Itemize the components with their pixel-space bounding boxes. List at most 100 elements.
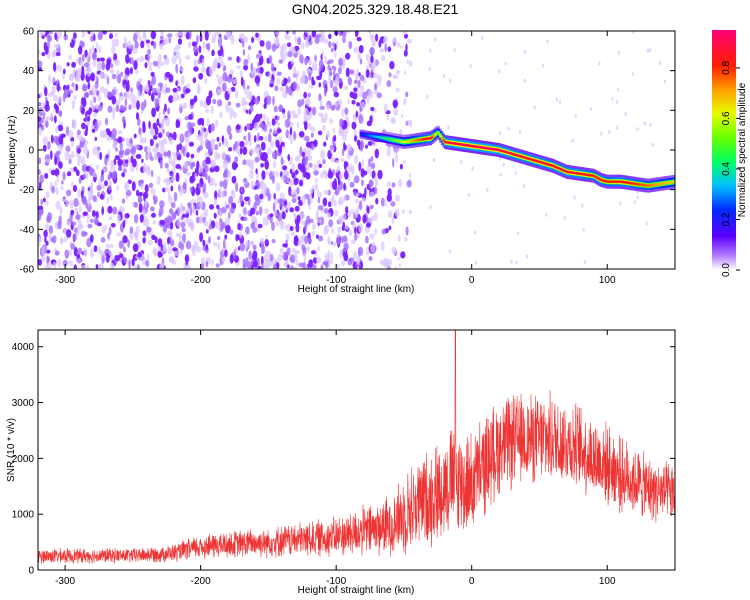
noise-blob: [78, 177, 82, 184]
noise-blob: [92, 195, 97, 202]
ridge-cell: [393, 139, 397, 142]
noise-blob: [128, 259, 131, 269]
noise-blob: [122, 235, 128, 244]
noise-blob: [90, 124, 95, 129]
noise-blob: [305, 39, 310, 49]
noise-blob: [117, 213, 121, 224]
noise-blob: [293, 130, 296, 141]
noise-blob: [304, 222, 308, 232]
ridge-cell: [453, 142, 457, 145]
ridge-cell: [527, 157, 530, 160]
noise-blob: [43, 229, 48, 238]
noise-blob: [55, 125, 59, 134]
noise-blob: [280, 141, 285, 147]
noise-blob: [79, 60, 84, 66]
noise-blob: [277, 122, 281, 127]
noise-blob: [294, 251, 297, 259]
ridge-cell: [488, 147, 491, 150]
noise-blob: [405, 91, 409, 98]
noise-blob: [308, 205, 311, 210]
noise-blob: [333, 134, 337, 142]
noise-blob: [222, 238, 226, 249]
noise-blob: [125, 82, 130, 92]
noise-blob: [255, 67, 261, 73]
ridge-cell: [424, 137, 427, 141]
noise-blob: [434, 37, 437, 42]
noise-blob: [312, 257, 318, 264]
noise-blob: [274, 85, 279, 92]
noise-blob: [254, 135, 257, 143]
noise-blob: [244, 140, 249, 146]
noise-blob: [70, 243, 75, 250]
noise-blob: [300, 164, 305, 173]
noise-blob: [150, 206, 155, 212]
noise-blob: [261, 244, 265, 254]
ridge-cell: [457, 142, 460, 146]
noise-blob: [124, 41, 128, 48]
noise-blob: [107, 105, 113, 113]
noise-blob: [400, 251, 406, 259]
noise-blob: [374, 186, 378, 195]
noise-blob: [255, 32, 259, 38]
noise-blob: [199, 232, 204, 243]
noise-blob: [134, 265, 137, 269]
noise-blob: [442, 74, 446, 78]
noise-blob: [228, 156, 231, 164]
noise-blob: [354, 226, 357, 235]
noise-blob: [232, 78, 238, 85]
noise-blob: [99, 193, 104, 200]
noise-blob: [71, 103, 75, 110]
noise-blob: [88, 166, 94, 176]
noise-blob: [200, 126, 204, 136]
noise-blob: [82, 211, 89, 216]
noise-blob: [361, 158, 364, 168]
noise-blob: [82, 97, 87, 107]
ridge-cell: [657, 183, 660, 186]
noise-blob: [262, 216, 267, 226]
noise-blob: [195, 134, 202, 141]
noise-blob: [319, 100, 323, 107]
noise-blob: [38, 66, 43, 72]
noise-blob: [312, 107, 316, 116]
noise-blob: [106, 58, 112, 66]
noise-blob: [338, 31, 342, 37]
spectrogram-x-ticks: -300 -200 -100 0 100: [55, 31, 616, 286]
noise-blob: [167, 245, 172, 255]
ridge-cell: [623, 181, 626, 184]
noise-blob: [151, 234, 156, 241]
noise-blob: [117, 166, 122, 172]
noise-blob: [115, 32, 118, 38]
ridge-cell: [662, 182, 665, 185]
noise-blob: [96, 89, 99, 96]
noise-blob: [88, 107, 93, 114]
noise-blob: [303, 157, 308, 166]
noise-blob: [175, 44, 181, 50]
noise-blob: [407, 38, 412, 44]
noise-blob: [361, 197, 367, 203]
noise-blob: [157, 132, 163, 139]
noise-blob: [258, 136, 264, 141]
ridge-cell: [476, 145, 480, 149]
noise-blob: [248, 45, 252, 51]
noise-blob: [273, 127, 278, 135]
noise-blob: [281, 211, 286, 220]
noise-blob: [112, 111, 115, 120]
noise-blob: [76, 225, 80, 236]
noise-blob: [235, 146, 241, 154]
noise-blob: [119, 92, 123, 97]
noise-blob: [151, 75, 157, 85]
noise-blob: [184, 218, 189, 224]
ridge-cell: [611, 180, 615, 183]
noise-blob: [245, 109, 249, 114]
noise-blob: [121, 198, 126, 204]
noise-blob: [405, 43, 408, 52]
noise-blob: [130, 145, 137, 155]
noise-blob: [305, 172, 311, 180]
ridge-cell: [519, 155, 522, 158]
noise-blob: [658, 61, 661, 66]
ridge-cell: [359, 132, 362, 136]
x-tick-label: 100: [599, 275, 616, 286]
noise-blob: [79, 205, 82, 213]
noise-blob: [376, 74, 382, 83]
noise-blob: [239, 231, 243, 239]
